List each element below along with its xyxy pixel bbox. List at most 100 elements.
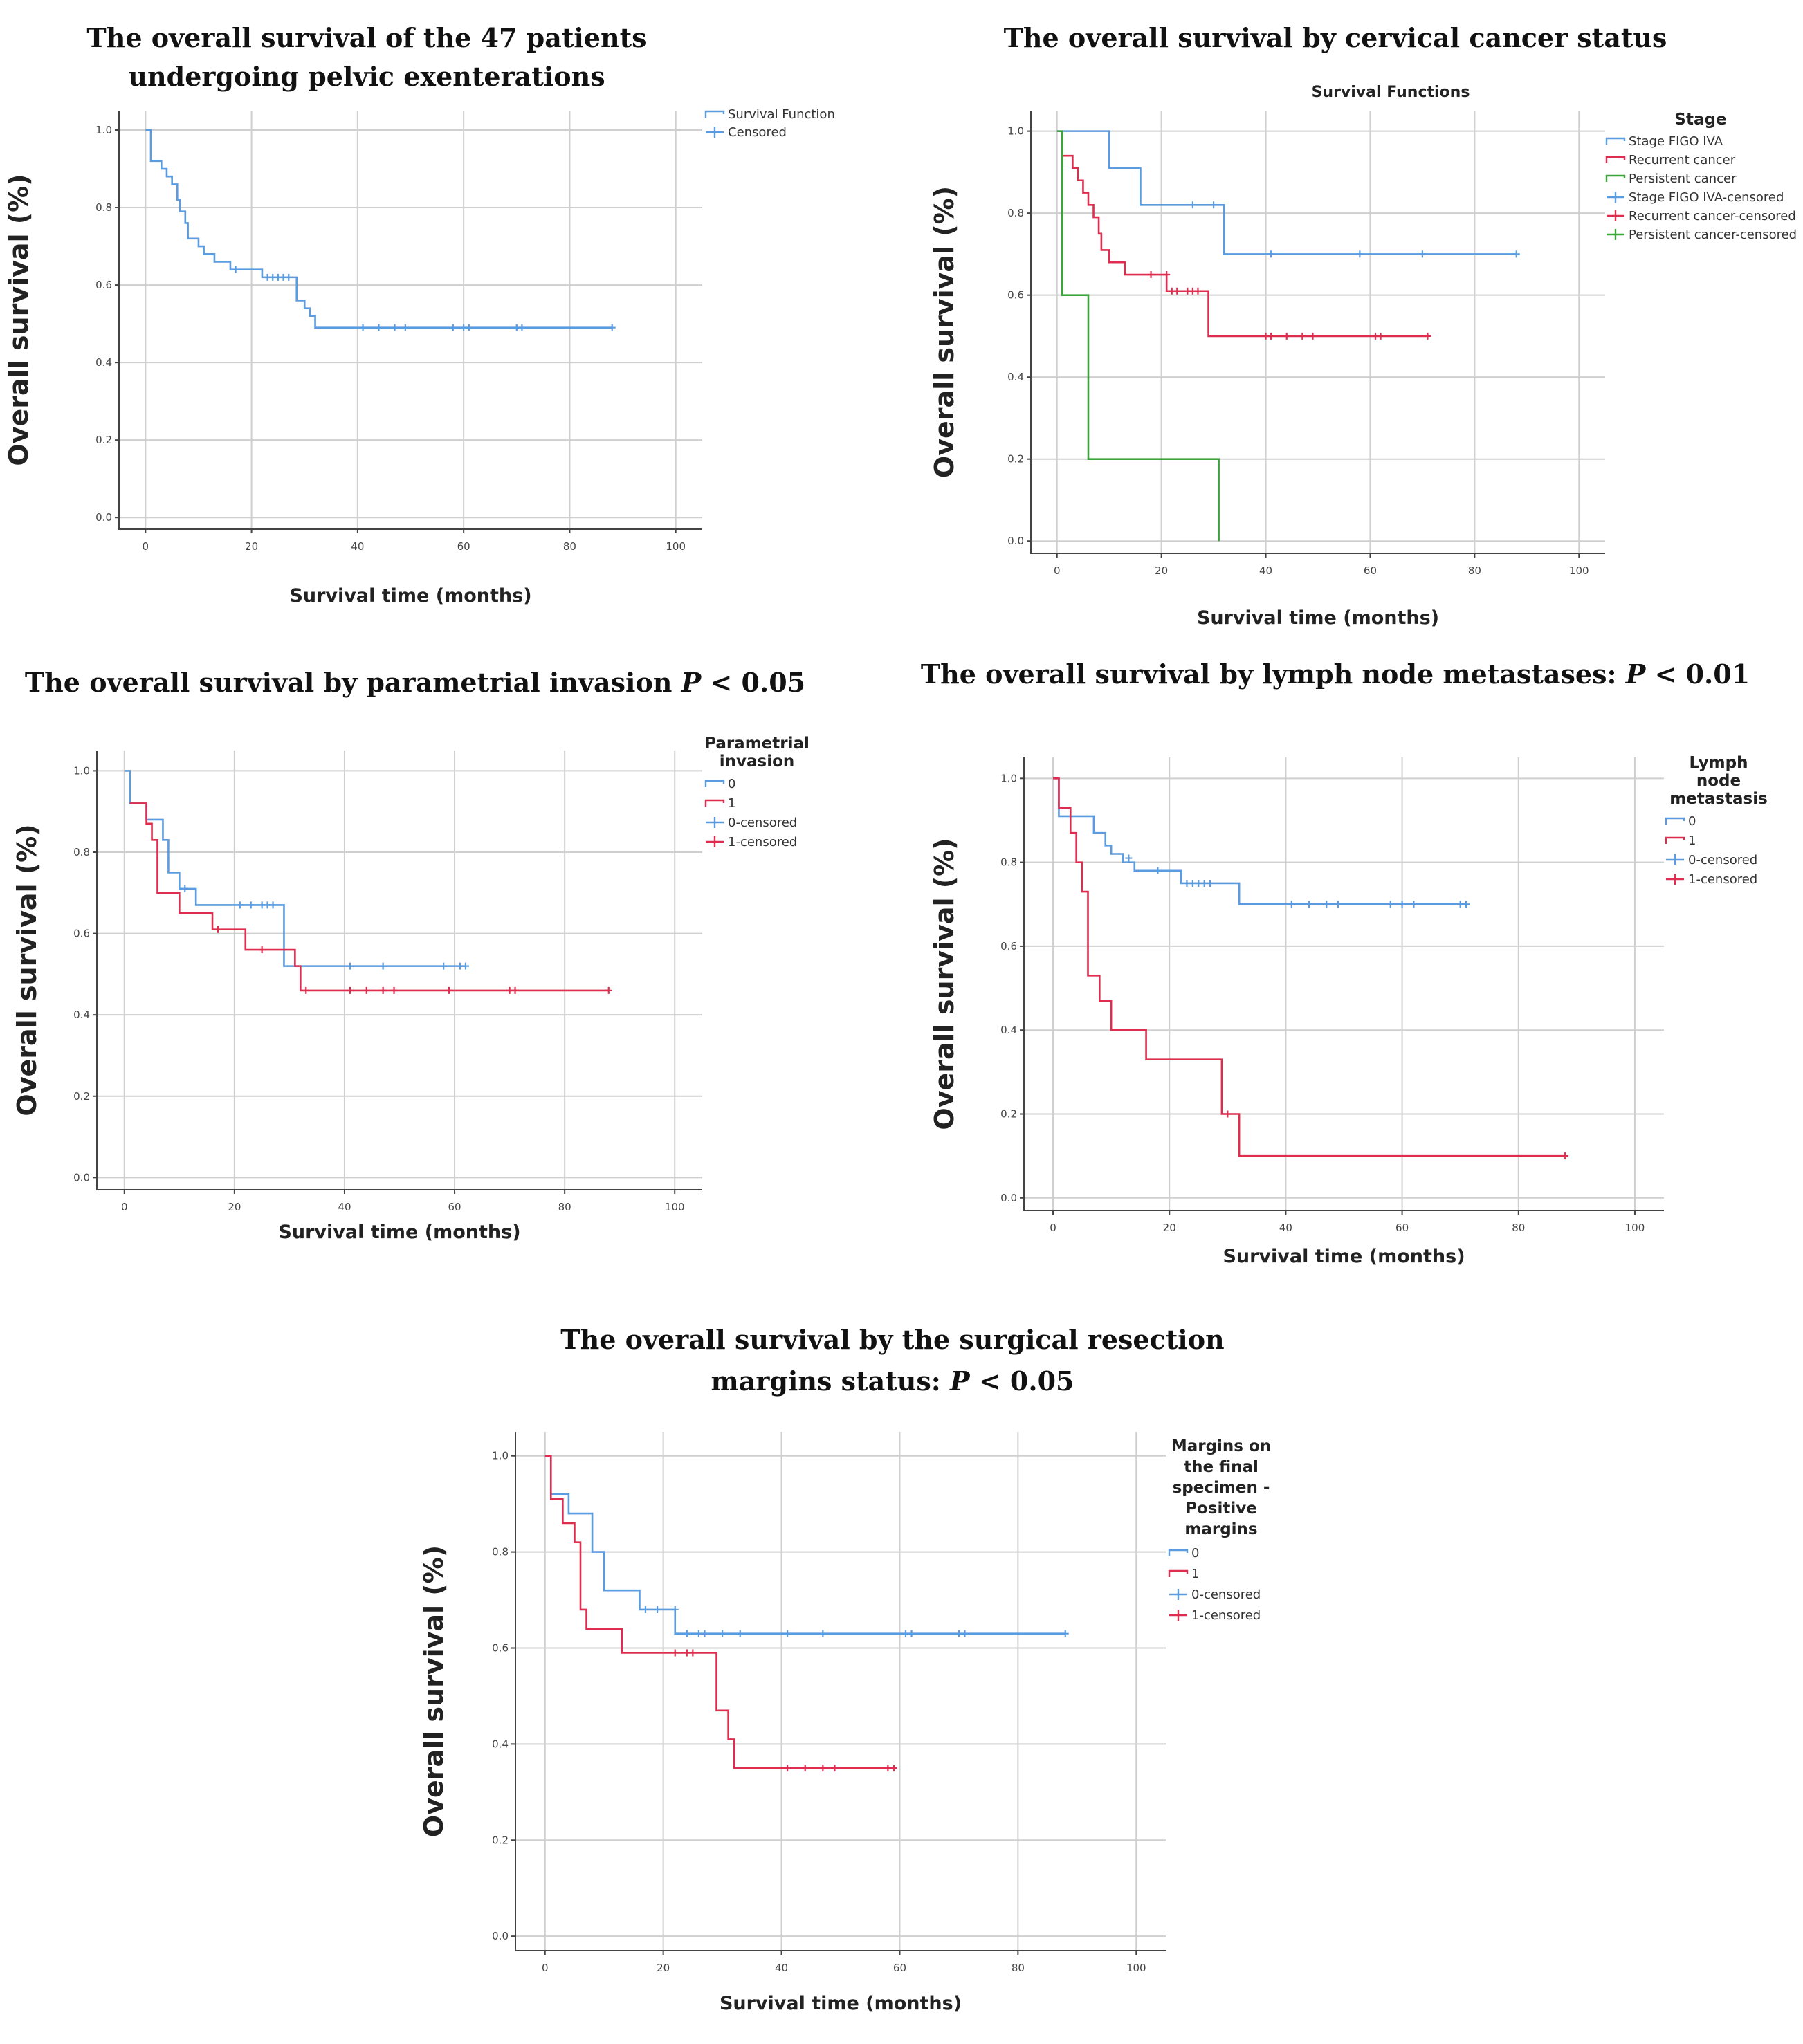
y-tick-label: 0.8 xyxy=(73,846,90,858)
survival-curve-1 xyxy=(129,802,609,992)
y-axis-label: Overall survival (%) xyxy=(929,838,960,1130)
censor-mark xyxy=(884,1765,892,1772)
censor-mark xyxy=(236,901,244,909)
y-axis-label: Overall survival (%) xyxy=(12,824,42,1116)
censor-mark xyxy=(819,1630,827,1637)
censor-mark xyxy=(375,324,383,331)
legend-title: Parametrial xyxy=(704,735,809,753)
y-tick-label: 0.6 xyxy=(492,1642,509,1655)
x-axis-label: Survival time (months) xyxy=(1223,1246,1465,1267)
x-tick-label: 100 xyxy=(666,540,686,553)
y-axis-label: Overall survival (%) xyxy=(419,1545,449,1837)
legend-title: invasion xyxy=(720,753,795,771)
legend-label: 1-censored xyxy=(728,835,797,849)
legend-label: 0 xyxy=(1191,1546,1199,1560)
x-tick-label: 100 xyxy=(665,1201,685,1213)
censor-mark xyxy=(695,1630,702,1637)
y-tick-label: 1.0 xyxy=(95,124,112,136)
y-tick-label: 0.0 xyxy=(73,1171,90,1184)
x-tick-label: 0 xyxy=(143,540,149,553)
legend-cross-swatch xyxy=(1666,874,1684,885)
legend-cross-swatch xyxy=(1607,229,1624,240)
censor-mark xyxy=(302,986,310,994)
survival-curve-0 xyxy=(544,1455,1065,1635)
censor-mark xyxy=(902,1630,909,1637)
censor-mark xyxy=(1125,854,1133,862)
chart-title-line: The overall survival by the surgical res… xyxy=(560,1324,1224,1355)
y-tick-label: 0.4 xyxy=(1000,1024,1017,1036)
legend-line-swatch xyxy=(1665,817,1685,825)
x-tick-label: 20 xyxy=(657,1962,670,1974)
chart-title-line: margins status: P < 0.05 xyxy=(711,1365,1074,1397)
x-tick-label: 40 xyxy=(775,1962,788,1974)
censor-mark xyxy=(1210,201,1218,209)
y-axis-label: Overall survival (%) xyxy=(3,174,34,466)
legend-label: Persistent cancer-censored xyxy=(1629,228,1797,242)
y-tick-label: 0.8 xyxy=(492,1546,509,1558)
censor-mark xyxy=(719,1630,726,1637)
censor-mark xyxy=(831,1765,839,1772)
censor-mark xyxy=(1224,1110,1232,1118)
censor-mark xyxy=(1309,332,1317,340)
survival-curve-1 xyxy=(1053,777,1566,1157)
censor-mark xyxy=(1562,1152,1569,1160)
censor-mark xyxy=(461,962,469,970)
y-tick-label: 0.0 xyxy=(492,1930,509,1942)
censor-mark xyxy=(1189,201,1196,209)
censor-mark xyxy=(654,1605,661,1613)
x-tick-label: 0 xyxy=(1054,564,1061,577)
censor-mark xyxy=(1335,901,1342,908)
axes xyxy=(1023,757,1664,1211)
censor-mark xyxy=(605,986,612,994)
legend-label: Persistent cancer xyxy=(1629,172,1737,186)
legend-label: Stage FIGO IVA-censored xyxy=(1629,190,1784,205)
censor-mark xyxy=(642,1605,649,1613)
y-tick-label: 0.8 xyxy=(95,201,112,214)
x-tick-label: 80 xyxy=(1468,564,1481,577)
legend-label: 0 xyxy=(1688,814,1696,829)
censor-mark xyxy=(1283,332,1290,340)
x-axis-label: Survival time (months) xyxy=(1197,607,1439,629)
censor-mark xyxy=(819,1765,827,1772)
y-tick-label: 0.0 xyxy=(1007,535,1024,547)
legend-line-swatch xyxy=(1168,1549,1189,1556)
x-tick-label: 100 xyxy=(1569,564,1589,577)
survival-curve-1 xyxy=(544,1455,894,1769)
censor-mark xyxy=(784,1630,791,1637)
censor-mark xyxy=(1463,901,1470,908)
y-tick-label: 0.4 xyxy=(492,1738,509,1750)
censor-mark xyxy=(1377,332,1384,340)
censor-mark xyxy=(1061,1630,1069,1637)
legend-title: node xyxy=(1696,772,1741,790)
x-tick-label: 60 xyxy=(1364,564,1377,577)
legend-title: the final xyxy=(1184,1458,1259,1476)
y-tick-label: 0.2 xyxy=(73,1090,90,1103)
y-tick-label: 1.0 xyxy=(73,764,90,777)
legend-title: Lymph xyxy=(1690,754,1748,772)
censor-mark xyxy=(390,986,398,994)
legend-label: Recurrent cancer xyxy=(1629,153,1736,167)
legend-title: specimen - xyxy=(1173,1479,1270,1497)
chart-p4: The overall survival by lymph node metas… xyxy=(921,659,1768,1267)
y-tick-label: 0.2 xyxy=(1007,453,1024,466)
legend-title: margins xyxy=(1184,1520,1257,1538)
censor-mark xyxy=(346,962,354,970)
censor-mark xyxy=(908,1630,915,1637)
y-tick-label: 0.4 xyxy=(73,1009,90,1021)
legend-cross-swatch xyxy=(706,836,724,847)
chart-title-line: The overall survival of the 47 patients xyxy=(86,22,646,53)
censor-mark xyxy=(1306,901,1313,908)
survival-curve-0 xyxy=(124,770,466,967)
censor-mark xyxy=(401,324,409,331)
x-tick-label: 60 xyxy=(1395,1222,1409,1234)
legend-line-swatch xyxy=(704,799,725,807)
censor-mark xyxy=(446,986,453,994)
censor-mark xyxy=(683,1630,690,1637)
censor-mark xyxy=(784,1765,791,1772)
chart-p1: The overall survival of the 47 patients u… xyxy=(3,22,835,607)
legend: Margins on the final specimen - Positive mar… xyxy=(1168,1437,1271,1623)
x-tick-label: 80 xyxy=(1512,1222,1525,1234)
legend-cross-swatch xyxy=(1169,1610,1187,1621)
